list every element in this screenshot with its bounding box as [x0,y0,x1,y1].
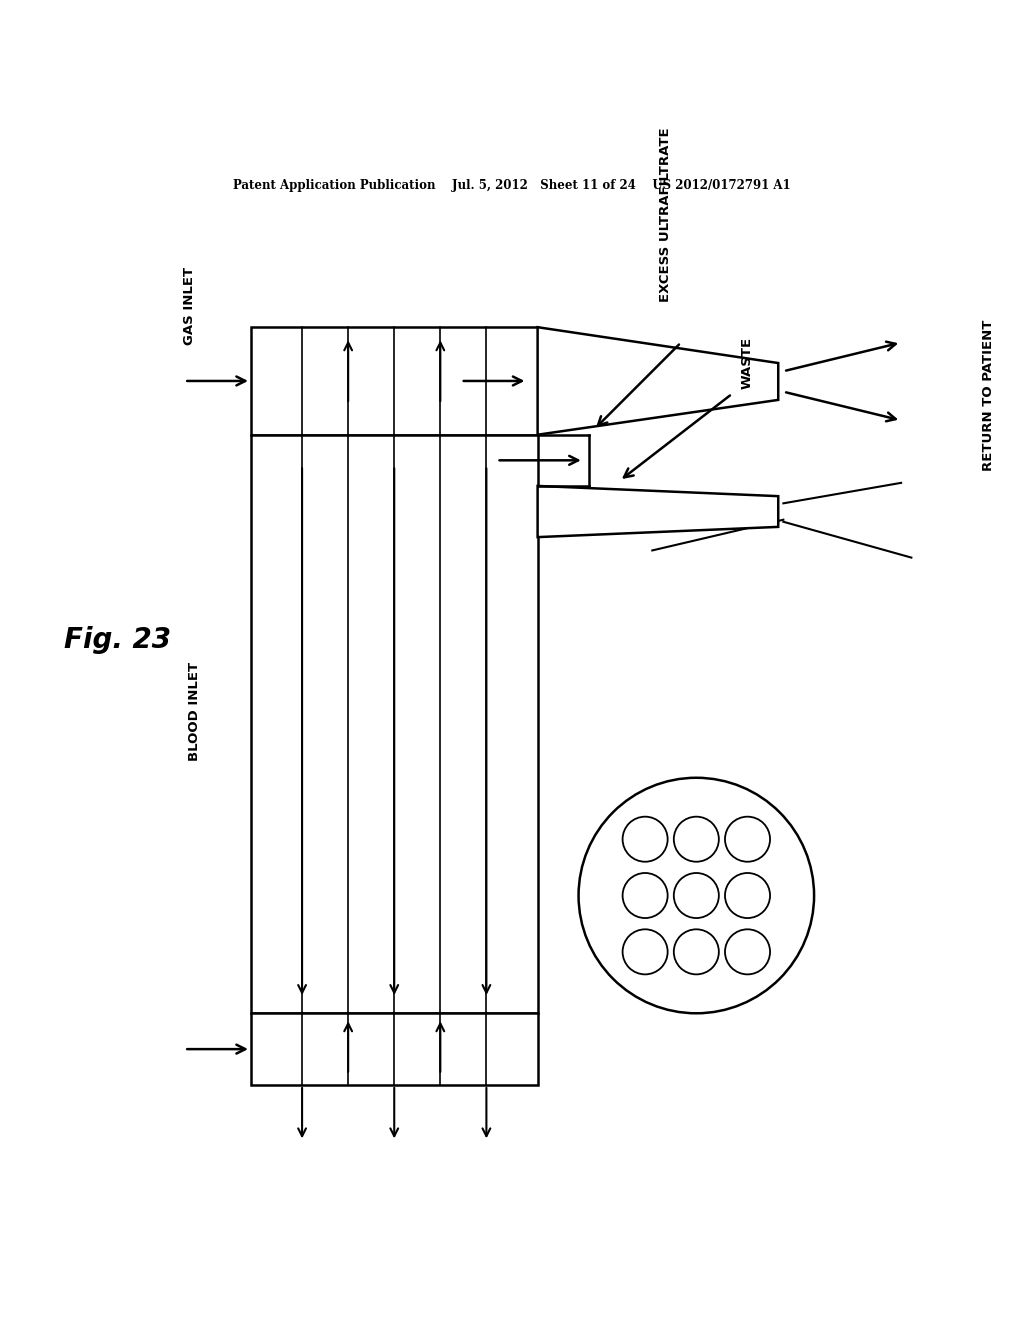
Circle shape [725,817,770,862]
Circle shape [725,873,770,917]
Text: BLOOD INLET: BLOOD INLET [188,661,201,760]
Text: WASTE: WASTE [741,337,754,388]
Polygon shape [538,327,778,434]
Text: Patent Application Publication    Jul. 5, 2012   Sheet 11 of 24    US 2012/01727: Patent Application Publication Jul. 5, 2… [233,180,791,193]
Polygon shape [538,486,778,537]
Text: RETURN TO PATIENT: RETURN TO PATIENT [982,319,994,471]
Circle shape [674,929,719,974]
Bar [251,1014,538,1085]
Text: EXCESS ULTRAFILTRATE: EXCESS ULTRAFILTRATE [659,127,672,301]
Circle shape [623,929,668,974]
Bar [251,434,538,1014]
Text: Fig. 23: Fig. 23 [65,626,171,653]
Circle shape [623,873,668,917]
Text: GAS INLET: GAS INLET [183,267,196,345]
Circle shape [623,817,668,862]
Circle shape [579,777,814,1014]
Circle shape [725,929,770,974]
Bar [251,327,538,434]
Circle shape [674,873,719,917]
Circle shape [674,817,719,862]
